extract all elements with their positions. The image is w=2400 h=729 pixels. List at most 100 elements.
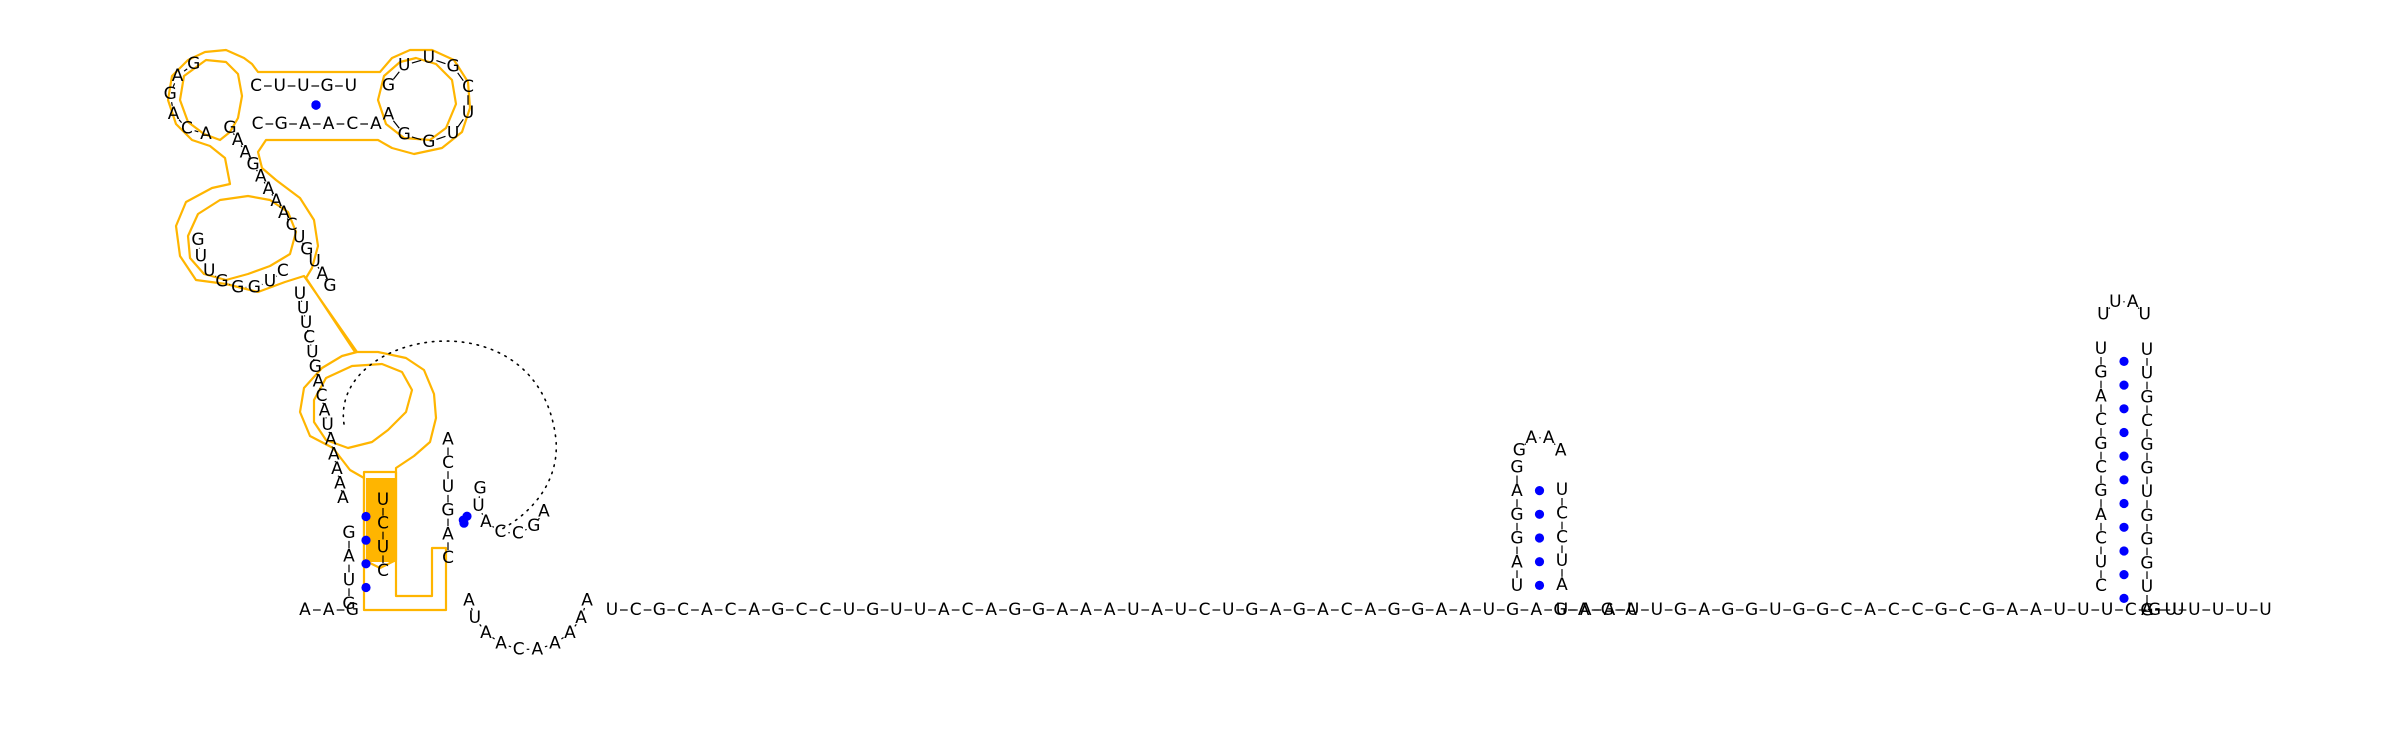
nucleotide: A	[985, 600, 997, 620]
nucleotide: U	[1175, 600, 1187, 620]
nucleotide: G	[866, 600, 879, 620]
nucleotide: A	[232, 130, 244, 150]
nucleotide: A	[370, 114, 382, 134]
nucleotide: G	[771, 600, 784, 620]
nucleotide: A	[2095, 386, 2107, 406]
nucleotide: C	[1912, 600, 1924, 620]
nucleotide: A	[1578, 600, 1590, 620]
nucleotide: G	[215, 272, 228, 292]
nucleotide: G	[1032, 600, 1045, 620]
nucleotide: C	[677, 600, 689, 620]
nucleotide: G	[1506, 600, 1519, 620]
nucleotide: C	[1840, 600, 1852, 620]
backbone-bond	[1553, 443, 1556, 446]
nucleotide: U	[447, 124, 459, 144]
nucleotide: G	[223, 118, 236, 138]
nucleotide: U	[321, 415, 333, 435]
nucleotide: C	[442, 453, 454, 473]
nucleotide: C	[252, 114, 264, 134]
nucleotide: A	[938, 600, 950, 620]
nucleotide: A	[549, 634, 561, 654]
nucleotide: A	[313, 371, 325, 391]
nucleotide: A	[480, 623, 492, 643]
backbone-bond	[492, 525, 495, 528]
backbone-bond	[178, 119, 183, 124]
nucleotide: U	[1769, 600, 1781, 620]
nucleotide: A	[263, 179, 275, 199]
backbone-bond	[411, 136, 422, 141]
nucleotide: G	[1510, 529, 1523, 549]
nucleotide: U	[300, 313, 312, 333]
nucleotide: U	[2164, 600, 2176, 620]
nucleotide: U	[914, 600, 926, 620]
backbone-bond	[2137, 307, 2140, 310]
highlight-outline	[376, 56, 458, 142]
nucleotide: U	[2053, 600, 2065, 620]
nucleotide: A	[168, 104, 180, 124]
nucleotide: C	[630, 600, 642, 620]
nucleotide: G	[398, 125, 411, 145]
backbone-bond	[411, 59, 422, 64]
highlight-fill	[366, 478, 396, 562]
nucleotide: A	[1511, 481, 1523, 501]
nucleotide: U	[2259, 600, 2271, 620]
nucleotide: U	[1556, 551, 1568, 571]
nucleotide: C	[303, 328, 315, 348]
nucleotide: U	[1651, 600, 1663, 620]
nucleotide: A	[278, 203, 290, 223]
base-pair-dot	[2119, 593, 2129, 604]
nucleotide: A	[172, 66, 184, 86]
backbone-bond	[583, 607, 586, 611]
nucleotide: G	[248, 277, 261, 297]
nucleotide: U	[2141, 482, 2153, 502]
nucleotide: G	[2140, 553, 2153, 573]
base-pair-dot	[1534, 486, 1545, 496]
nucleotide: A	[323, 114, 335, 134]
nucleotide: U	[469, 608, 481, 628]
nucleotide: G	[1553, 600, 1566, 620]
nucleotide: C	[462, 77, 474, 97]
nucleotide: A	[442, 524, 454, 544]
nucleotide: C	[316, 386, 328, 406]
backbone-bond	[302, 242, 304, 245]
nucleotide: U	[1127, 600, 1139, 620]
nucleotide: C	[346, 114, 358, 134]
nucleotide: G	[1745, 600, 1758, 620]
backbone-bond	[309, 254, 312, 257]
nucleotide: C	[1341, 600, 1353, 620]
nucleotide: G	[653, 600, 666, 620]
nucleotide: C	[494, 522, 506, 542]
backbone-bond	[457, 118, 464, 128]
nucleotide: G	[164, 84, 177, 104]
backbone-bond	[470, 607, 473, 611]
base-pair-dot	[2119, 380, 2129, 390]
nucleotide: U	[2212, 600, 2224, 620]
backbone-bond	[544, 645, 548, 648]
nucleotide: A	[200, 124, 212, 144]
base-pair-dot	[2119, 451, 2129, 461]
nucleotide: G	[300, 240, 313, 260]
nucleotide: U	[398, 55, 410, 75]
nucleotide: G	[474, 478, 487, 498]
nucleotide: G	[247, 155, 260, 175]
nucleotide: A	[1543, 428, 1555, 448]
backbone-bond	[240, 145, 243, 148]
highlight-outline	[362, 546, 448, 612]
nucleotide: A	[748, 600, 760, 620]
nucleotide: U	[264, 272, 276, 292]
nucleotide: A	[328, 444, 340, 464]
nucleotide: A	[1104, 600, 1116, 620]
nucleotide: U	[273, 76, 285, 96]
backbone-bond	[1524, 443, 1527, 446]
backbone-bond	[492, 637, 495, 640]
nucleotide: C	[181, 119, 193, 139]
nucleotide: U	[308, 252, 320, 272]
base-pair-dot	[361, 559, 371, 569]
nucleotide: A	[299, 600, 311, 620]
base-pair-dot	[311, 100, 321, 110]
nucleotide: U	[2141, 577, 2153, 597]
nucleotide: G	[1510, 505, 1523, 525]
backbone-bond	[183, 68, 188, 72]
nucleotide: A	[240, 142, 252, 162]
